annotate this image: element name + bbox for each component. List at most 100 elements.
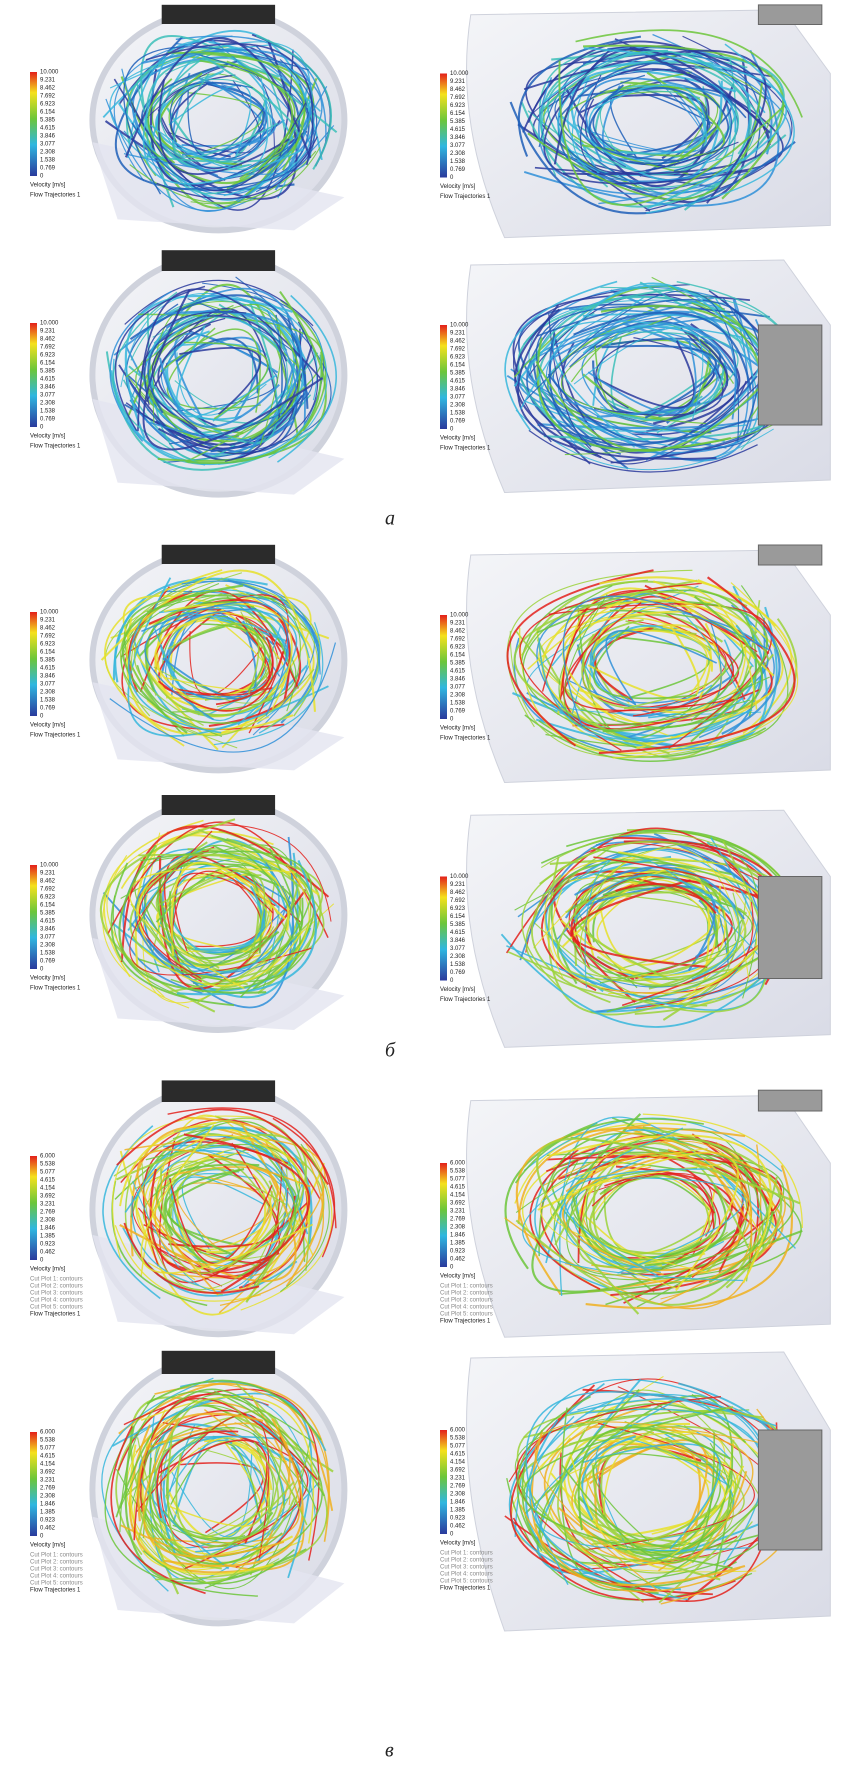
legend-tick: 0.769 <box>450 167 466 173</box>
legend-tick: 8.462 <box>450 890 466 896</box>
legend-tick: 6.923 <box>40 895 56 901</box>
legend-tick: 0.769 <box>450 419 466 425</box>
color-bar <box>440 325 447 429</box>
legend-quantity: Velocity [m/s] <box>30 434 66 440</box>
legend-tick: 6.154 <box>40 110 56 116</box>
legend-tick: 7.692 <box>40 94 56 100</box>
inlet-box <box>758 877 821 979</box>
legend-tick: 10.000 <box>40 70 59 76</box>
legend-tick: 1.538 <box>450 411 466 417</box>
legend-tick: 6.923 <box>450 645 466 651</box>
legend-tick: 10.000 <box>40 321 59 327</box>
panel: 6.0005.5385.0774.6154.1543.6923.2312.769… <box>440 1352 830 1631</box>
legend-tick: 6.923 <box>450 103 466 109</box>
legend-tick: 3.231 <box>40 1202 56 1208</box>
legend-tick: 3.846 <box>450 938 466 944</box>
panel: 10.0009.2318.4627.6926.9236.1545.3854.61… <box>440 5 830 238</box>
legend-tick: 1.538 <box>40 409 56 415</box>
legend-tick: 0.769 <box>450 709 466 715</box>
inlet-box <box>162 5 275 24</box>
plot-name: Cut Plot 4: contours <box>440 1572 493 1578</box>
legend-tick: 0.769 <box>40 959 56 965</box>
legend-tick: 6.923 <box>450 355 466 361</box>
legend-quantity: Velocity [m/s] <box>30 1543 66 1549</box>
legend-tick: 1.538 <box>450 962 466 968</box>
legend-tick: 6.154 <box>40 903 56 909</box>
legend-tick: 3.846 <box>40 385 56 391</box>
legend-tick: 3.077 <box>40 142 56 148</box>
legend-tick: 6.154 <box>450 111 466 117</box>
caption: а <box>385 508 395 530</box>
legend-tick: 0.769 <box>40 417 56 423</box>
legend-quantity: Velocity [m/s] <box>30 723 66 729</box>
legend-tick: 0 <box>40 714 44 720</box>
inlet-box <box>162 1351 275 1374</box>
color-bar <box>440 1430 447 1534</box>
legend-tick: 1.385 <box>40 1234 56 1240</box>
caption: б <box>385 1040 396 1062</box>
plot-name: Flow Trajectories 1 <box>30 986 81 992</box>
plot-name: Cut Plot 2: contours <box>30 1284 83 1290</box>
legend-tick: 3.846 <box>40 674 56 680</box>
legend-tick: 5.077 <box>450 1177 466 1183</box>
legend-tick: 5.385 <box>450 371 466 377</box>
legend-tick: 9.231 <box>40 871 56 877</box>
legend-tick: 7.692 <box>450 95 466 101</box>
legend-tick: 6.000 <box>40 1154 56 1160</box>
inlet-box <box>162 250 275 271</box>
color-bar <box>440 1163 447 1267</box>
legend-tick: 5.385 <box>40 658 56 664</box>
legend-tick: 1.846 <box>40 1502 56 1508</box>
color-bar <box>30 72 37 176</box>
legend-tick: 3.077 <box>450 946 466 952</box>
plot-name: Flow Trajectories 1 <box>30 444 81 450</box>
legend-quantity: Velocity [m/s] <box>440 184 476 190</box>
panel: 10.0009.2318.4627.6926.9236.1545.3854.61… <box>30 795 344 1030</box>
plot-name: Flow Trajectories 1 <box>30 193 81 199</box>
legend-tick: 2.308 <box>40 1218 56 1224</box>
color-bar <box>30 1432 37 1536</box>
legend-tick: 4.154 <box>450 1460 466 1466</box>
color-bar <box>30 1156 37 1260</box>
legend-tick: 3.077 <box>40 935 56 941</box>
plot-name: Cut Plot 5: contours <box>440 1312 493 1318</box>
legend-quantity: Velocity [m/s] <box>440 1274 476 1280</box>
legend-tick: 1.538 <box>40 698 56 704</box>
legend-tick: 0 <box>450 717 454 723</box>
legend-tick: 1.846 <box>450 1233 466 1239</box>
legend-tick: 8.462 <box>450 87 466 93</box>
legend-tick: 0.923 <box>450 1249 466 1255</box>
inlet-box <box>758 545 821 565</box>
legend-tick: 9.231 <box>40 329 56 335</box>
legend-tick: 1.385 <box>450 1241 466 1247</box>
legend-tick: 0 <box>450 978 454 984</box>
legend-tick: 9.231 <box>450 331 466 337</box>
legend-tick: 4.615 <box>40 1178 56 1184</box>
legend-tick: 5.077 <box>40 1170 56 1176</box>
legend-tick: 3.692 <box>40 1470 56 1476</box>
legend-tick: 1.538 <box>450 159 466 165</box>
legend-tick: 1.538 <box>40 158 56 164</box>
plot-name: Flow Trajectories 1 <box>30 1588 81 1594</box>
panel: 10.0009.2318.4627.6926.9236.1545.3854.61… <box>440 260 830 493</box>
legend-tick: 4.615 <box>40 1454 56 1460</box>
legend-tick: 6.000 <box>40 1430 56 1436</box>
inlet-box <box>758 325 821 425</box>
legend-tick: 9.231 <box>40 78 56 84</box>
legend-tick: 0 <box>450 427 454 433</box>
legend-tick: 4.615 <box>450 930 466 936</box>
legend-tick: 3.077 <box>40 393 56 399</box>
legend-tick: 3.077 <box>450 395 466 401</box>
legend-quantity: Velocity [m/s] <box>30 183 66 189</box>
legend-tick: 6.154 <box>450 653 466 659</box>
legend-tick: 5.385 <box>40 369 56 375</box>
legend-tick: 0 <box>40 425 44 431</box>
legend-tick: 0.462 <box>450 1524 466 1530</box>
inlet-box <box>758 5 821 25</box>
legend-tick: 2.308 <box>40 1494 56 1500</box>
inlet-box <box>162 545 275 564</box>
legend-tick: 8.462 <box>40 86 56 92</box>
legend-tick: 10.000 <box>40 863 59 869</box>
panel: 10.0009.2318.4627.6926.9236.1545.3854.61… <box>30 545 344 771</box>
inlet-box <box>162 1080 275 1102</box>
